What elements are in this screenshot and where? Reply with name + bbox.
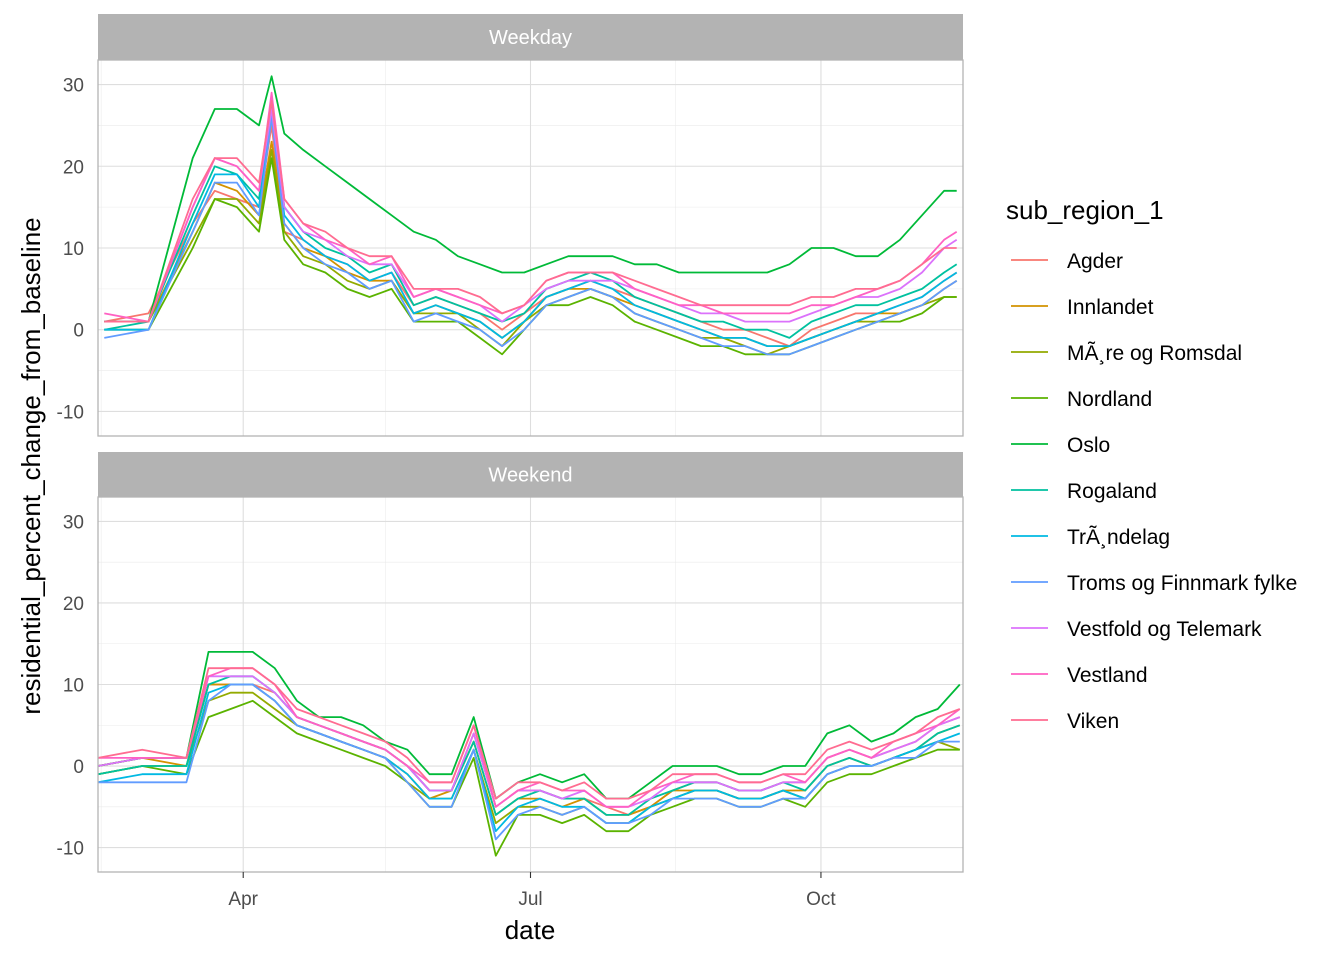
legend-title: sub_region_1 — [1006, 195, 1164, 225]
legend-label: Troms og Finnmark fylke — [1067, 572, 1297, 595]
series-line-viken — [97, 667, 961, 800]
series-line-troms-og-finnmark-fylke — [98, 683, 960, 841]
series-line-oslo — [97, 651, 961, 800]
x-axis: Apr Jul Oct — [228, 872, 836, 910]
panels: Weekday -10 0 10 20 30 Weekend -10 0 10 20 30 — [57, 14, 964, 873]
legend: sub_region_1 Agder Innlandet MÃ¸re og Roms… — [1006, 195, 1297, 733]
panel-weekend: Weekend -10 0 10 20 30 — [57, 452, 964, 873]
y-tick-label: 20 — [63, 594, 84, 615]
y-tick-label: 0 — [73, 757, 84, 778]
legend-label: Vestland — [1067, 664, 1148, 687]
legend-label: TrÃ¸ndelag — [1067, 525, 1170, 549]
series-line-troms-og-finnmark-fylke — [104, 116, 958, 356]
x-tick-label: Apr — [228, 889, 258, 910]
facet-strip-label: Weekday — [489, 27, 572, 49]
facet-strip — [98, 14, 963, 60]
series-line-viken — [104, 100, 957, 323]
y-tick-label: -10 — [57, 402, 84, 423]
legend-label: MÃ¸re og Romsdal — [1067, 341, 1242, 365]
legend-label: Rogaland — [1067, 480, 1157, 503]
panel-weekday: Weekday -10 0 10 20 30 — [57, 14, 964, 437]
y-tick-label: 20 — [63, 157, 84, 178]
legend-label: Innlandet — [1067, 296, 1154, 319]
y-tick-label: 30 — [63, 512, 84, 533]
y-axis-title: residential_percent_change_from_baseline — [16, 217, 46, 714]
legend-label: Nordland — [1067, 388, 1152, 411]
y-tick-label: 0 — [73, 321, 84, 342]
legend-label: Viken — [1067, 710, 1119, 733]
x-tick-label: Jul — [518, 889, 542, 910]
legend-label: Agder — [1067, 250, 1123, 273]
x-axis-title: date — [505, 915, 556, 945]
legend-label: Oslo — [1067, 434, 1110, 457]
y-tick-label: -10 — [57, 839, 84, 860]
y-tick-label: 10 — [63, 676, 84, 697]
series-line-vestfold-og-telemark — [104, 108, 958, 323]
x-tick-label: Oct — [806, 889, 836, 910]
facet-strip — [98, 452, 963, 497]
y-tick-label: 10 — [63, 239, 84, 260]
series-line-nordland — [97, 699, 960, 857]
series-line-oslo — [104, 75, 957, 323]
facet-strip-label: Weekend — [488, 465, 572, 487]
y-tick-label: 30 — [63, 76, 84, 97]
legend-label: Vestfold og Telemark — [1067, 618, 1262, 641]
